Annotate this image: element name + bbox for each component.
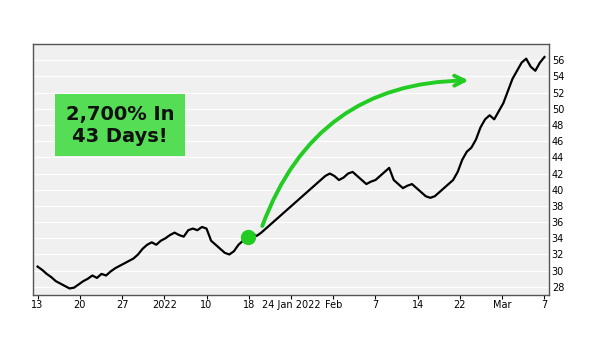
Text: Occidental Petroleum Corp (OXY): Occidental Petroleum Corp (OXY) — [17, 13, 383, 32]
Text: 2,700% In
43 Days!: 2,700% In 43 Days! — [65, 105, 174, 146]
